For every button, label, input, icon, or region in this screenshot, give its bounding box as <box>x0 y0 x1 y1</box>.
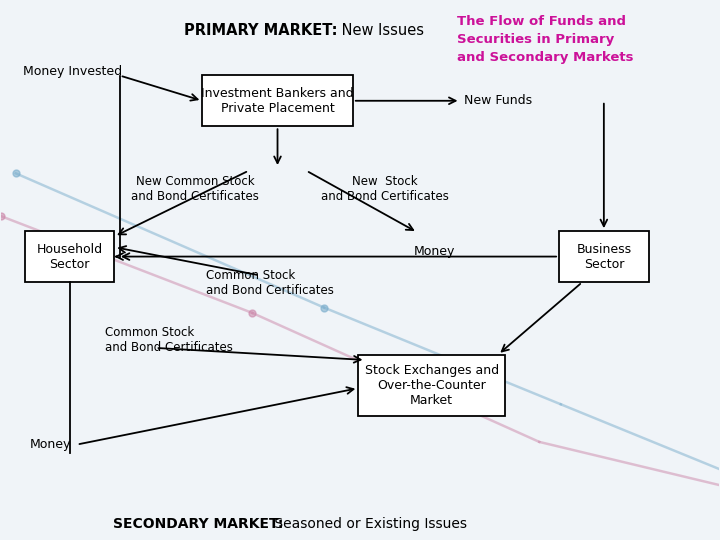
Text: Common Stock
and Bond Certificates: Common Stock and Bond Certificates <box>206 269 333 298</box>
FancyBboxPatch shape <box>559 231 649 282</box>
FancyBboxPatch shape <box>24 231 114 282</box>
FancyBboxPatch shape <box>359 355 505 416</box>
Text: Stock Exchanges and
Over-the-Counter
Market: Stock Exchanges and Over-the-Counter Mar… <box>364 364 499 407</box>
Text: New  Stock
and Bond Certificates: New Stock and Bond Certificates <box>321 176 449 204</box>
Text: New Issues: New Issues <box>337 23 424 38</box>
Text: Common Stock
and Bond Certificates: Common Stock and Bond Certificates <box>105 326 233 354</box>
Text: Money Invested: Money Invested <box>23 65 122 78</box>
Text: Investment Bankers and
Private Placement: Investment Bankers and Private Placement <box>201 87 354 115</box>
Text: SECONDARY MARKET:: SECONDARY MARKET: <box>112 517 283 531</box>
Text: PRIMARY MARKET:: PRIMARY MARKET: <box>184 23 338 38</box>
Text: The Flow of Funds and
Securities in Primary
and Secondary Markets: The Flow of Funds and Securities in Prim… <box>456 15 634 64</box>
Text: New Common Stock
and Bond Certificates: New Common Stock and Bond Certificates <box>131 176 259 204</box>
Text: Household
Sector: Household Sector <box>37 242 102 271</box>
Text: Money: Money <box>414 245 455 258</box>
Text: New Funds: New Funds <box>464 94 532 107</box>
Text: Money: Money <box>30 438 71 451</box>
Text: Business
Sector: Business Sector <box>576 242 631 271</box>
Text: Seasoned or Existing Issues: Seasoned or Existing Issues <box>270 517 467 531</box>
FancyBboxPatch shape <box>202 75 353 126</box>
